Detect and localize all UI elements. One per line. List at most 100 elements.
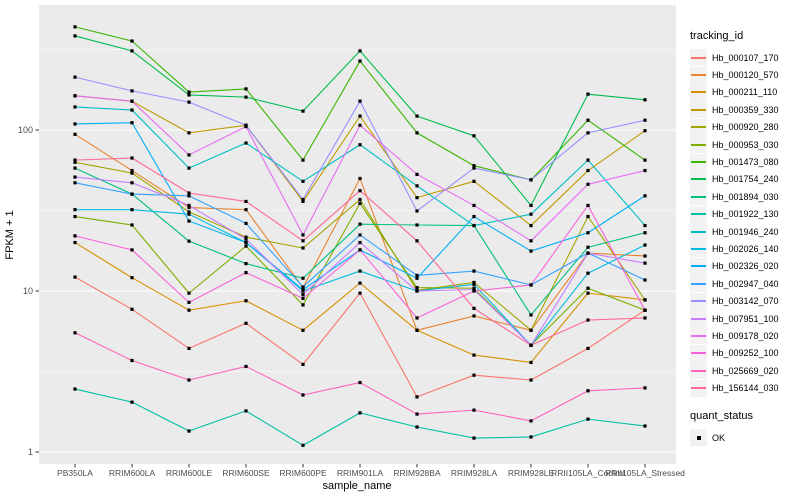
data-point bbox=[301, 246, 305, 250]
data-point bbox=[358, 197, 362, 202]
data-point bbox=[244, 221, 248, 225]
data-point bbox=[187, 166, 191, 170]
data-point bbox=[358, 123, 362, 127]
legend-key-swatch bbox=[690, 101, 707, 119]
data-point bbox=[529, 249, 533, 253]
legend-item-Hb_002326_020: Hb_002326_020 bbox=[690, 257, 798, 275]
data-point bbox=[244, 321, 248, 325]
data-point bbox=[415, 239, 419, 243]
legend-key-swatch bbox=[690, 118, 707, 136]
data-point bbox=[472, 282, 476, 286]
x-tick-label: RRIM600SE bbox=[222, 468, 270, 478]
legend-item-label: Hb_000107_170 bbox=[712, 52, 779, 63]
data-point bbox=[73, 240, 77, 245]
data-point bbox=[301, 276, 305, 280]
data-point bbox=[187, 378, 191, 382]
legend-item-label: Hb_001946_240 bbox=[712, 226, 779, 237]
data-point bbox=[586, 118, 590, 122]
data-point bbox=[529, 419, 533, 423]
data-point bbox=[472, 306, 476, 310]
data-point bbox=[472, 223, 476, 228]
data-point bbox=[130, 276, 134, 280]
legend-item-Hb_001946_240: Hb_001946_240 bbox=[690, 223, 798, 241]
data-point bbox=[472, 214, 476, 219]
data-point bbox=[415, 289, 419, 293]
data-point bbox=[643, 424, 647, 428]
legend-item-Hb_002947_040: Hb_002947_040 bbox=[690, 275, 798, 293]
data-point bbox=[529, 212, 533, 216]
data-point bbox=[415, 425, 419, 429]
data-point bbox=[301, 199, 305, 204]
x-tick-label: RRIM928BA bbox=[393, 468, 441, 478]
data-point bbox=[301, 233, 305, 237]
data-point bbox=[415, 273, 419, 277]
data-point bbox=[643, 98, 647, 102]
data-point bbox=[187, 203, 191, 208]
data-point bbox=[187, 205, 191, 210]
legend-line-icon bbox=[691, 126, 706, 129]
legend-key-swatch bbox=[690, 170, 707, 188]
data-point bbox=[586, 346, 590, 351]
data-point bbox=[130, 108, 134, 112]
legend-item-Hb_007951_100: Hb_007951_100 bbox=[690, 310, 798, 328]
data-point bbox=[415, 328, 419, 332]
legend-line-icon bbox=[691, 352, 706, 355]
data-point bbox=[643, 194, 647, 198]
x-tick-label: RRII105LA_Control bbox=[551, 468, 625, 478]
legend-line-icon bbox=[691, 282, 706, 285]
data-point bbox=[301, 328, 305, 332]
data-point bbox=[643, 168, 647, 173]
legend-item-Hb_003142_070: Hb_003142_070 bbox=[690, 292, 798, 310]
data-point bbox=[187, 100, 191, 104]
legend-key-swatch bbox=[690, 153, 707, 171]
legend-item-Hb_001473_080: Hb_001473_080 bbox=[690, 153, 798, 171]
data-point bbox=[301, 292, 305, 297]
data-point bbox=[472, 289, 476, 293]
data-point bbox=[529, 378, 533, 382]
data-point bbox=[529, 313, 533, 317]
legend-line-icon bbox=[691, 178, 706, 181]
data-point bbox=[130, 400, 134, 404]
legend-line-icon bbox=[691, 334, 706, 337]
legend-line-icon bbox=[691, 387, 706, 390]
legend-item-Hb_001754_240: Hb_001754_240 bbox=[690, 170, 798, 188]
x-tick-label: RRIM928LA bbox=[451, 468, 498, 478]
legend-item-Hb_009178_020: Hb_009178_020 bbox=[690, 327, 798, 345]
data-point bbox=[130, 358, 134, 363]
data-point bbox=[358, 99, 362, 103]
legend-item-label: Hb_001473_080 bbox=[712, 157, 779, 168]
data-point bbox=[244, 299, 248, 303]
x-tick-label: RRIM600LE bbox=[166, 468, 213, 478]
data-point bbox=[358, 269, 362, 273]
legend-item-Hb_000359_330: Hb_000359_330 bbox=[690, 101, 798, 119]
data-point bbox=[472, 353, 476, 357]
legend-line-icon bbox=[691, 108, 706, 111]
legend-item-Hb_009252_100: Hb_009252_100 bbox=[690, 344, 798, 362]
data-point bbox=[73, 158, 77, 162]
data-point bbox=[244, 409, 248, 413]
data-point bbox=[301, 239, 305, 243]
data-point bbox=[529, 223, 533, 228]
data-point bbox=[586, 271, 590, 275]
legend-item-label: Hb_009252_100 bbox=[712, 348, 779, 359]
data-point bbox=[586, 92, 590, 96]
legend-key-swatch bbox=[690, 136, 707, 154]
data-point bbox=[415, 412, 419, 416]
legend-key-swatch bbox=[690, 223, 707, 241]
data-point bbox=[358, 291, 362, 295]
legend-line-icon bbox=[691, 265, 706, 268]
data-point bbox=[358, 233, 362, 237]
data-point bbox=[244, 244, 248, 248]
data-point bbox=[244, 240, 248, 245]
x-tick-label: RRIM928LE bbox=[508, 468, 555, 478]
legend-item-Hb_001922_130: Hb_001922_130 bbox=[690, 205, 798, 223]
data-point bbox=[529, 203, 533, 208]
data-point bbox=[586, 245, 590, 249]
data-point bbox=[73, 94, 77, 98]
legend-item-label: Hb_007951_100 bbox=[712, 313, 779, 324]
legend-key-swatch bbox=[690, 310, 707, 328]
data-point bbox=[472, 166, 476, 170]
data-point bbox=[130, 39, 134, 43]
legend-item-Hb_000211_110: Hb_000211_110 bbox=[690, 83, 798, 101]
